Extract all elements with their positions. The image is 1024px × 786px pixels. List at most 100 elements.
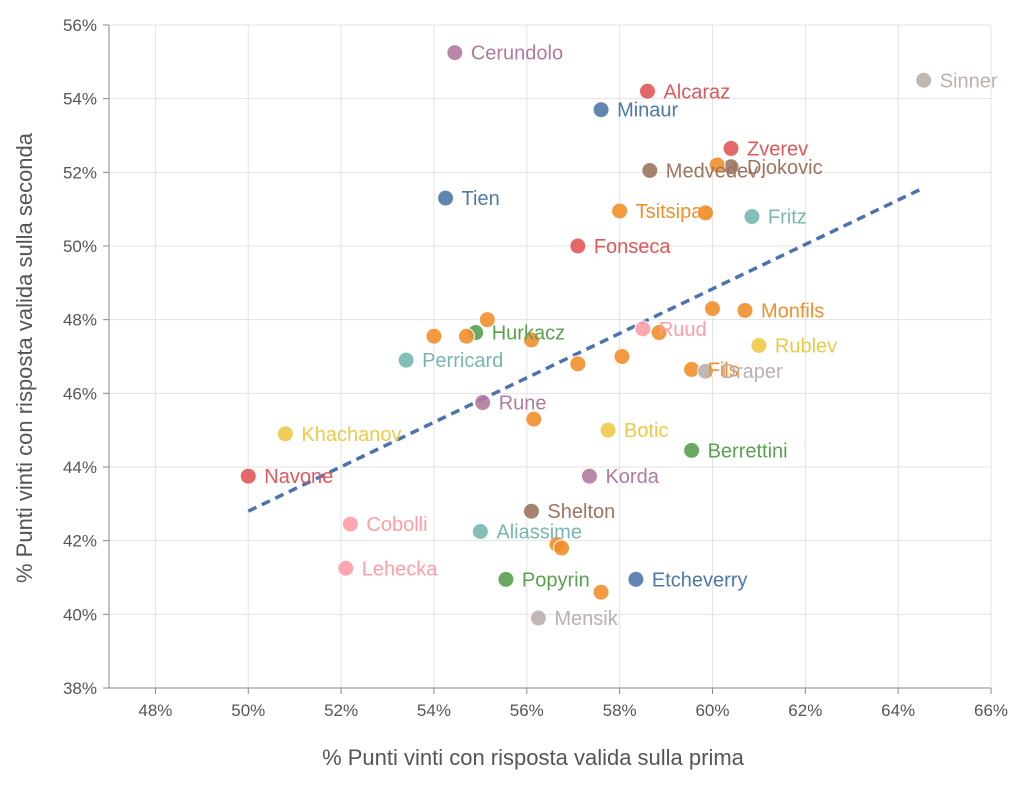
point-perricard xyxy=(397,351,415,369)
x-tick-label: 66% xyxy=(974,701,1008,720)
point-label-tsitsipas: Tsitsipas xyxy=(636,201,713,223)
point-label-zverev: Zverev xyxy=(747,138,808,160)
point-unlabeled xyxy=(708,156,726,174)
point-unlabeled xyxy=(569,355,587,373)
point-unlabeled xyxy=(697,204,715,222)
point-label-botic: Botic xyxy=(624,420,668,442)
point-unlabeled xyxy=(425,327,443,345)
point-unlabeled xyxy=(525,410,543,428)
point-shelton xyxy=(522,502,540,520)
trendline xyxy=(247,187,923,513)
point-label-medvedev: Medvedev xyxy=(666,160,758,182)
point-mensik xyxy=(529,609,547,627)
points-group xyxy=(239,44,933,627)
x-tick-label: 54% xyxy=(417,701,451,720)
point-etcheverry xyxy=(627,570,645,588)
point-label-mensik: Mensik xyxy=(554,608,618,630)
point-tien xyxy=(437,189,455,207)
point-label-cobolli: Cobolli xyxy=(366,514,427,536)
point-unlabeled xyxy=(650,324,668,342)
point-label-lehecka: Lehecka xyxy=(362,558,438,580)
y-tick-label: 40% xyxy=(63,605,97,624)
point-aliassime xyxy=(471,522,489,540)
point-fritz xyxy=(743,208,761,226)
point-sinner xyxy=(915,71,933,89)
point-korda xyxy=(580,467,598,485)
y-axis-title: % Punti vinti con risposta valida sulla … xyxy=(12,132,37,583)
point-label-minaur: Minaur xyxy=(617,100,678,122)
y-tick-label: 38% xyxy=(63,679,97,698)
point-label-fritz: Fritz xyxy=(768,207,807,229)
trendline-group xyxy=(247,187,923,513)
point-unlabeled xyxy=(613,348,631,365)
point-lehecka xyxy=(337,559,355,577)
point-label-alcaraz: Alcaraz xyxy=(663,81,730,103)
point-label-berrettini: Berrettini xyxy=(708,440,788,462)
point-unlabeled xyxy=(457,327,475,345)
point-zverev xyxy=(722,139,740,157)
point-fils xyxy=(683,360,701,378)
point-label-shelton: Shelton xyxy=(547,501,615,523)
x-tick-label: 52% xyxy=(324,701,358,720)
point-minaur xyxy=(592,101,610,119)
point-label-rublev: Rublev xyxy=(775,335,837,357)
point-popyrin xyxy=(497,570,515,588)
point-ruud xyxy=(634,320,652,338)
y-tick-label: 52% xyxy=(63,163,97,182)
x-tick-label: 62% xyxy=(788,701,822,720)
point-label-djokovic: Djokovic xyxy=(747,157,823,179)
point-label-tien: Tien xyxy=(462,188,500,210)
point-tsitsipas xyxy=(611,202,629,220)
x-tick-label: 48% xyxy=(138,701,172,720)
point-alcaraz xyxy=(638,82,656,100)
point-label-sinner: Sinner xyxy=(940,70,998,92)
y-tick-label: 44% xyxy=(63,458,97,477)
y-tick-label: 50% xyxy=(63,237,97,256)
x-tick-label: 58% xyxy=(603,701,637,720)
point-unlabeled xyxy=(703,300,721,318)
axes: 48% 50% 52% 54% 56% 58% 60% 62% 64% 66% 38% 40% 42% 4… xyxy=(63,16,1008,720)
point-rublev xyxy=(750,336,768,354)
point-cobolli xyxy=(341,515,359,533)
point-label-draper: Draper xyxy=(722,361,783,383)
x-axis-title: % Punti vinti con risposta valida sulla … xyxy=(322,745,745,770)
point-label-hurkacz: Hurkacz xyxy=(492,323,565,345)
point-khachanov xyxy=(276,425,294,443)
y-tick-label: 42% xyxy=(63,532,97,551)
point-fonseca xyxy=(569,237,587,255)
point-medvedev xyxy=(641,161,659,179)
point-cerundolo xyxy=(446,44,464,62)
y-tick-label: 54% xyxy=(63,90,97,109)
point-label-fils: Fils xyxy=(708,359,739,381)
point-label-monfils: Monfils xyxy=(761,300,824,322)
point-botic xyxy=(599,421,617,439)
point-label-etcheverry: Etcheverry xyxy=(652,569,748,591)
point-monfils xyxy=(736,301,754,319)
point-unlabeled xyxy=(522,331,540,349)
point-labels-group: Cerundolo Alcaraz Sinner Minaur ZverevDjokov… xyxy=(264,43,998,630)
x-tick-label: 50% xyxy=(231,701,265,720)
point-label-aliassime: Aliassime xyxy=(496,521,582,543)
point-berrettini xyxy=(683,441,701,459)
point-label-navone: Navone xyxy=(264,466,333,488)
point-label-khachanov: Khachanov xyxy=(301,424,401,446)
point-label-popyrin: Popyrin xyxy=(522,569,590,591)
point-draper xyxy=(697,362,715,380)
point-label-cerundolo: Cerundolo xyxy=(471,43,563,65)
y-tick-label: 56% xyxy=(63,16,97,35)
point-label-ruud: Ruud xyxy=(659,319,707,341)
point-label-rune: Rune xyxy=(499,393,547,415)
point-unlabeled xyxy=(592,583,610,601)
y-tick-label: 48% xyxy=(63,311,97,330)
point-navone xyxy=(239,467,257,485)
x-tick-label: 60% xyxy=(695,701,729,720)
point-label-fonseca: Fonseca xyxy=(594,236,672,258)
point-label-korda: Korda xyxy=(605,466,659,488)
x-tick-label: 56% xyxy=(510,701,544,720)
point-rune xyxy=(474,394,492,412)
x-tick-label: 64% xyxy=(881,701,915,720)
point-label-perricard: Perricard xyxy=(422,350,503,372)
y-tick-label: 46% xyxy=(63,384,97,403)
point-unlabeled xyxy=(553,539,571,557)
